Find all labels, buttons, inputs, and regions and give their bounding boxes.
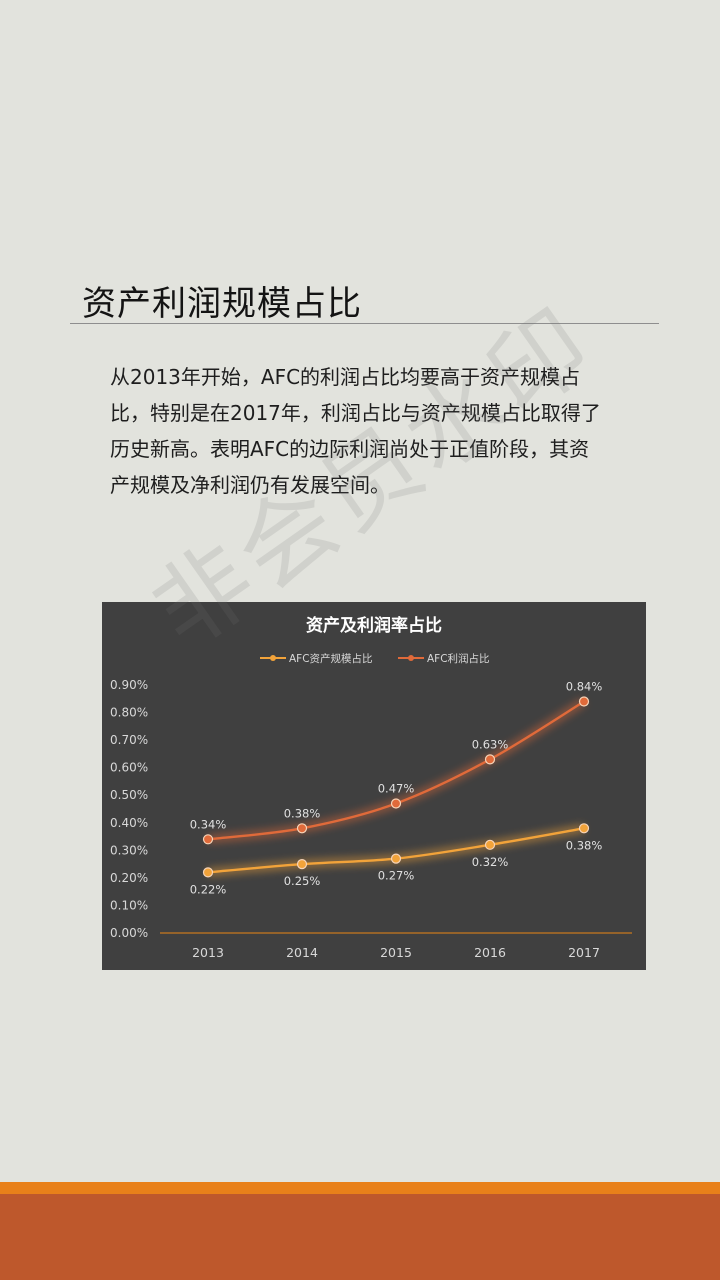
footer-band [0,1194,720,1280]
data-label: 0.63% [472,737,509,751]
series-line [207,700,585,841]
y-axis: 0.00% 0.10% 0.20% 0.30% 0.40% 0.50% 0.60% 0.70%… [110,678,148,940]
line-chart: 资产及利润率占比 AFC资产规模占比 AFC利润占比 0.00% 0.10% 0.20… [102,602,646,970]
legend-marker [408,655,414,661]
x-axis: 2013 2014 2015 2016 2017 [160,932,632,960]
data-label: 0.34% [190,817,227,831]
legend-marker [270,655,276,661]
data-point [202,834,214,845]
data-label: 0.25% [284,874,321,888]
y-tick-label: 0.90% [110,678,148,692]
footer-accent-stripe [0,1182,720,1194]
chart-svg: 资产及利润率占比 AFC资产规模占比 AFC利润占比 0.00% 0.10% 0.20… [110,615,632,960]
data-point [390,798,402,809]
x-tick-label: 2014 [286,945,318,960]
data-label: 0.84% [566,680,603,694]
data-label: 0.38% [284,806,321,820]
data-label: 0.32% [472,855,509,869]
series-glow [207,697,587,844]
y-tick-label: 0.10% [110,898,148,912]
x-tick-label: 2017 [568,945,600,960]
legend-label: AFC资产规模占比 [289,652,373,665]
page-title: 资产利润规模占比 [82,284,362,324]
y-tick-label: 0.00% [110,926,148,940]
data-point [390,853,402,864]
data-label: 0.22% [190,882,227,896]
y-tick-label: 0.20% [110,871,148,885]
y-tick-label: 0.40% [110,816,148,830]
body-paragraph: 从2013年开始，AFC的利润占比均要高于资产规模占 比，特别是在2017年，利… [110,359,640,503]
data-point [578,823,590,834]
paragraph-line: 比，特别是在2017年，利润占比与资产规模占比取得了 [110,401,601,425]
paragraph-line: 历史新高。表明AFC的边际利润尚处于正值阶段，其资 [110,437,590,461]
y-tick-label: 0.80% [110,706,148,720]
data-point [578,696,590,707]
paragraph-line: 从2013年开始，AFC的利润占比均要高于资产规模占 [110,365,581,389]
data-point [484,839,496,850]
chart-title: 资产及利润率占比 [306,615,442,636]
data-label: 0.38% [566,838,603,852]
title-divider [70,323,659,324]
data-point [202,867,214,878]
x-tick-label: 2013 [192,945,224,960]
data-label: 0.27% [378,869,415,883]
series-layer: 0.22% 0.25% 0.27% 0.32% 0.38% 0.34% 0.38% 0.47%… [190,680,603,897]
data-point [296,823,308,834]
paragraph-line: 产规模及净利润仍有发展空间。 [110,473,390,497]
y-tick-label: 0.30% [110,843,148,857]
chart-legend: AFC资产规模占比 AFC利润占比 [260,652,490,665]
y-tick-label: 0.70% [110,733,148,747]
data-label: 0.47% [378,781,415,795]
x-tick-label: 2016 [474,945,506,960]
data-point [484,754,496,765]
y-tick-label: 0.50% [110,788,148,802]
data-point [296,859,308,870]
y-tick-label: 0.60% [110,761,148,775]
x-tick-label: 2015 [380,945,412,960]
legend-label: AFC利润占比 [427,652,490,665]
